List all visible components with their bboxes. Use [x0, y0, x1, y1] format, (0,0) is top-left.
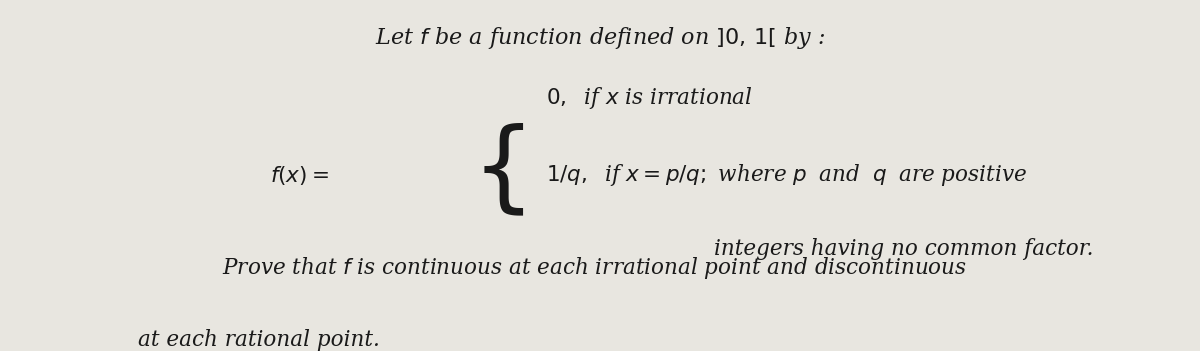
Text: $\{$: $\{$ — [472, 124, 524, 220]
Text: $f(x) =$: $f(x) =$ — [270, 164, 329, 187]
Text: at each rational point.: at each rational point. — [138, 329, 380, 351]
Text: $0,\;$ if $x$ is irrational: $0,\;$ if $x$ is irrational — [546, 85, 752, 111]
Text: integers having no common factor.: integers having no common factor. — [714, 238, 1093, 260]
Text: Prove that $f$ is continuous at each irrational point and discontinuous: Prove that $f$ is continuous at each irr… — [222, 255, 966, 281]
Text: Let $f$ be a function defined on $]0,\, 1[$ by :: Let $f$ be a function defined on $]0,\, … — [374, 25, 826, 51]
Text: $1/q,\;$ if $x = p/q;$ where $p\;$ and $\;q\;$ are positive: $1/q,\;$ if $x = p/q;$ where $p\;$ and $… — [546, 163, 1027, 188]
